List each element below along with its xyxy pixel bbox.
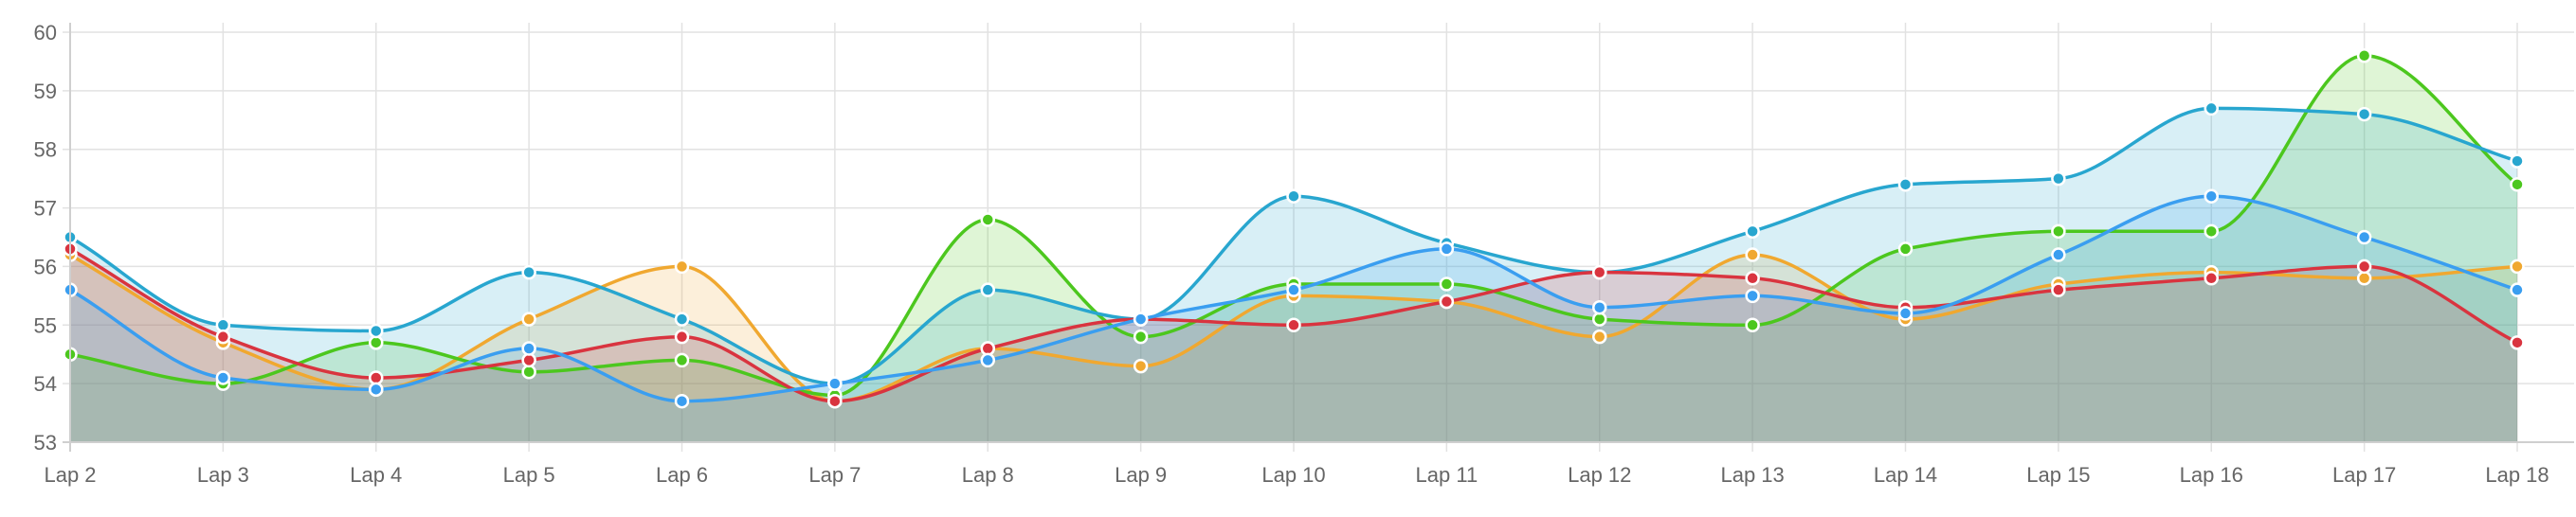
series-5-point[interactable] — [369, 382, 384, 398]
series-4-point[interactable] — [980, 341, 995, 356]
series-4-point[interactable] — [827, 393, 843, 409]
series-1-line — [69, 253, 2518, 403]
series-5-point[interactable] — [1133, 312, 1149, 327]
x-tick-label: Lap 8 — [962, 463, 1014, 487]
y-tick-label: 58 — [34, 138, 57, 162]
x-tick-label: Lap 2 — [44, 463, 96, 487]
series-1-point[interactable] — [2510, 258, 2525, 275]
y-tick-label: 60 — [34, 21, 57, 45]
x-tick-label: Lap 6 — [656, 463, 708, 487]
series-4-point[interactable] — [2051, 282, 2066, 297]
series-2-point[interactable] — [521, 365, 536, 380]
series-2-point[interactable] — [1745, 317, 1760, 333]
series-4-point[interactable] — [1745, 271, 1760, 286]
series-3-point[interactable] — [2356, 106, 2372, 122]
series-1-point[interactable] — [674, 258, 690, 275]
series-5-point[interactable] — [827, 376, 843, 391]
series-5-point[interactable] — [2051, 247, 2066, 262]
series-2-point[interactable] — [674, 352, 690, 368]
series-5-point[interactable] — [1745, 288, 1760, 304]
series-5-point[interactable] — [1897, 306, 1914, 321]
series-2-point[interactable] — [369, 335, 384, 350]
series-4-point[interactable] — [215, 329, 231, 345]
x-tick-label: Lap 15 — [2026, 463, 2090, 487]
series-5-point[interactable] — [1286, 282, 1301, 297]
series-2-point[interactable] — [2356, 47, 2372, 63]
series-1-point[interactable] — [2356, 271, 2372, 286]
x-tick-label: Lap 7 — [808, 463, 861, 487]
x-tick-label: Lap 10 — [1261, 463, 1325, 487]
series-3-line — [69, 106, 2518, 385]
x-tick-label: Lap 5 — [503, 463, 555, 487]
x-tick-label: Lap 18 — [2485, 463, 2549, 487]
series-4-point[interactable] — [2510, 335, 2525, 350]
series-2-point[interactable] — [1592, 312, 1607, 327]
series-3-point[interactable] — [980, 282, 995, 297]
x-tick-label: Lap 16 — [2180, 463, 2243, 487]
series-4-point[interactable] — [674, 329, 690, 345]
x-tick-label: Lap 12 — [1568, 463, 1631, 487]
series-4-point[interactable] — [2356, 258, 2372, 275]
series-4-point[interactable] — [1592, 264, 1607, 280]
series-5-point[interactable] — [215, 370, 231, 385]
series-3-point[interactable] — [1745, 223, 1760, 240]
y-tick-label: 54 — [34, 372, 57, 396]
series-points — [63, 47, 2525, 409]
series-2-point[interactable] — [1439, 276, 1455, 292]
axes: 53 54 55 56 57 58 59 60 Lap 2 Lap 3 Lap 4 Lap 5 Lap … — [34, 21, 2574, 487]
y-tick-label: 53 — [34, 431, 57, 455]
series-4-point[interactable] — [1286, 317, 1301, 333]
series-1-point[interactable] — [1745, 247, 1760, 262]
series-5-point[interactable] — [980, 352, 995, 368]
x-tick-label: Lap 11 — [1416, 463, 1478, 487]
series-2-point[interactable] — [1897, 241, 1914, 257]
series-3-point[interactable] — [2051, 170, 2066, 187]
x-tick-label: Lap 13 — [1720, 463, 1784, 487]
series-4-point[interactable] — [369, 370, 384, 385]
x-tick-label: Lap 9 — [1115, 463, 1167, 487]
series-2-point[interactable] — [1133, 329, 1149, 345]
series-3-point[interactable] — [2510, 153, 2525, 169]
series-3-point[interactable] — [521, 264, 536, 280]
x-tick-label: Lap 17 — [2332, 463, 2396, 487]
series-5-point[interactable] — [2510, 282, 2525, 297]
series-3-point[interactable] — [1897, 177, 1914, 192]
y-tick-label: 59 — [34, 80, 57, 103]
series-5-point[interactable] — [2356, 229, 2372, 245]
series-3-point[interactable] — [674, 312, 690, 327]
series-2-point[interactable] — [2204, 223, 2219, 240]
series-1-point[interactable] — [1133, 358, 1149, 374]
series-5-point[interactable] — [521, 341, 536, 356]
series-5-point[interactable] — [674, 393, 690, 409]
series-5-point[interactable] — [1592, 299, 1607, 315]
series-4-point[interactable] — [521, 352, 536, 368]
series-1-point[interactable] — [1592, 329, 1607, 345]
series-3-point[interactable] — [215, 317, 231, 333]
series-2-point[interactable] — [980, 212, 995, 227]
series-5-point[interactable] — [1439, 241, 1455, 257]
y-tick-label: 55 — [34, 313, 57, 337]
series-3-point[interactable] — [1286, 188, 1301, 204]
series-2-area — [70, 55, 2517, 442]
x-tick-label: Lap 3 — [197, 463, 249, 487]
series-2-point[interactable] — [2051, 223, 2066, 240]
series-4-point[interactable] — [1439, 294, 1455, 310]
series-2-point[interactable] — [2510, 177, 2525, 192]
series-3-point[interactable] — [369, 323, 384, 339]
series-1-point[interactable] — [521, 312, 536, 327]
series-4-point[interactable] — [2204, 271, 2219, 286]
series-5-point[interactable] — [2204, 188, 2219, 204]
y-tick-label: 56 — [34, 255, 57, 278]
x-tick-label: Lap 14 — [1874, 463, 1937, 487]
series-3-point[interactable] — [2204, 100, 2219, 116]
x-tick-label: Lap 4 — [350, 463, 402, 487]
y-tick-label: 57 — [34, 197, 57, 221]
